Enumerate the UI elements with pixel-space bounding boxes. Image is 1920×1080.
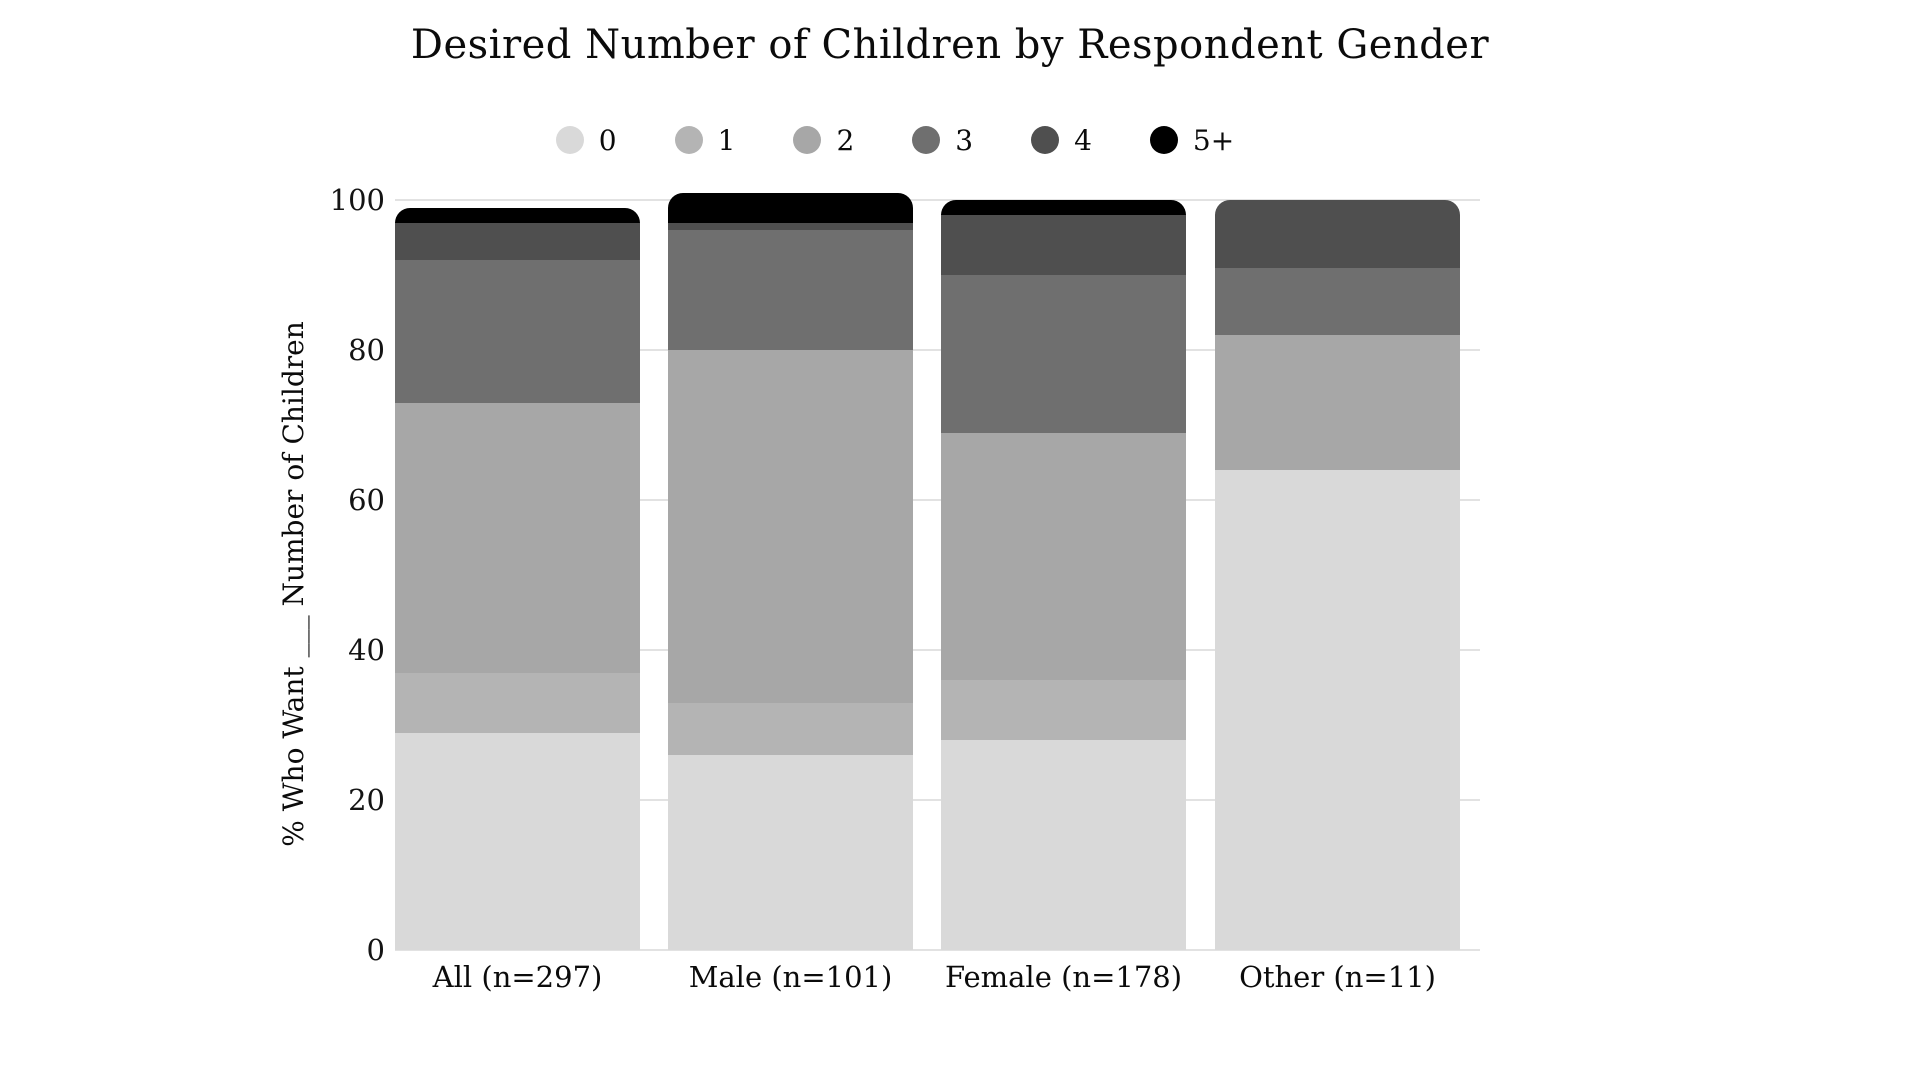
x-category-label-All (n=297): All (n=297)	[432, 960, 603, 994]
legend-swatch-icon-4	[1031, 126, 1060, 154]
chart-title: Desired Number of Children by Respondent…	[410, 22, 1490, 68]
legend-label-1: 1	[717, 123, 736, 157]
legend-item-0: 0	[555, 123, 617, 157]
bar-segment-Other (n=11)-want-2	[1215, 335, 1460, 470]
legend-item-5+: 5+	[1149, 123, 1235, 157]
y-tick-label-0: 0	[366, 933, 385, 967]
legend-label-3: 3	[955, 123, 974, 157]
gridline-80	[395, 349, 1480, 351]
gridline-40	[395, 649, 1480, 651]
legend-swatch-icon-5+	[1149, 126, 1178, 154]
bar-segment-Other (n=11)-want-0	[1215, 470, 1460, 950]
legend-label-0: 0	[598, 123, 617, 157]
bar-segment-Female (n=178)-want-0	[941, 740, 1186, 950]
bar-segment-All (n=297)-want-4	[395, 222, 640, 260]
bar-segment-Male (n=101)-want-5+	[668, 192, 913, 223]
bar-segment-Male (n=101)-want-4	[668, 222, 913, 230]
bar-segment-Male (n=101)-want-2	[668, 350, 913, 703]
legend-swatch-icon-2	[793, 126, 822, 154]
bar-segment-All (n=297)-want-2	[395, 402, 640, 673]
gridline-100	[395, 199, 1480, 201]
legend-item-1: 1	[674, 123, 736, 157]
bar-segment-All (n=297)-want-5+	[395, 207, 640, 223]
bar-segment-Female (n=178)-want-2	[941, 432, 1186, 680]
bar-All (n=297)	[395, 207, 640, 950]
bar-segment-Female (n=178)-want-4	[941, 215, 1186, 275]
bar-segment-Male (n=101)-want-3	[668, 230, 913, 350]
bar-Male (n=101)	[668, 192, 913, 950]
bar-Other (n=11)	[1215, 200, 1460, 950]
legend-item-3: 3	[912, 124, 973, 157]
bar-segment-All (n=297)-want-3	[395, 260, 640, 403]
y-tick-label-100: 100	[329, 183, 385, 217]
x-axis-category-labels: All (n=297) Male (n=101) Female (n=178) Oth…	[395, 960, 1480, 1000]
legend-label-5+: 5+	[1192, 123, 1235, 157]
bar-Female (n=178)	[941, 200, 1186, 950]
legend-swatch-icon-0	[555, 126, 584, 154]
legend-swatch-icon-3	[912, 126, 941, 154]
y-tick-label-40: 40	[348, 633, 385, 667]
plot-area	[395, 192, 1480, 951]
legend-swatch-icon-1	[674, 126, 703, 154]
gridline-0	[395, 949, 1480, 951]
bar-segment-Female (n=178)-want-3	[941, 275, 1186, 433]
y-tick-label-80: 80	[348, 333, 385, 367]
bar-segment-Male (n=101)-want-1	[668, 702, 913, 755]
legend-label-2: 2	[836, 123, 855, 157]
legend: 0 1 2 3 4 5+	[0, 122, 1790, 158]
gridline-60	[395, 499, 1480, 501]
gridline-20	[395, 799, 1480, 801]
bar-segment-Female (n=178)-want-1	[941, 680, 1186, 740]
x-category-label-Male (n=101): Male (n=101)	[688, 960, 893, 994]
legend-label-4: 4	[1074, 123, 1092, 157]
x-category-label-Other (n=11): Other (n=11)	[1239, 960, 1436, 994]
legend-item-2: 2	[793, 124, 854, 157]
y-axis-tick-labels: 0 20 40 60 80 100	[260, 183, 385, 967]
bar-segment-Other (n=11)-want-3	[1215, 267, 1460, 335]
bar-segment-All (n=297)-want-1	[395, 672, 640, 733]
legend-item-4: 4	[1031, 124, 1092, 157]
x-category-label-Female (n=178): Female (n=178)	[944, 960, 1183, 994]
bar-segment-Male (n=101)-want-0	[668, 755, 913, 950]
bar-segment-Female (n=178)-want-5+	[941, 200, 1186, 215]
y-tick-label-20: 20	[348, 783, 385, 817]
bar-segment-Other (n=11)-want-4	[1215, 200, 1460, 268]
bar-segment-All (n=297)-want-0	[395, 732, 640, 950]
y-tick-label-60: 60	[348, 483, 385, 517]
